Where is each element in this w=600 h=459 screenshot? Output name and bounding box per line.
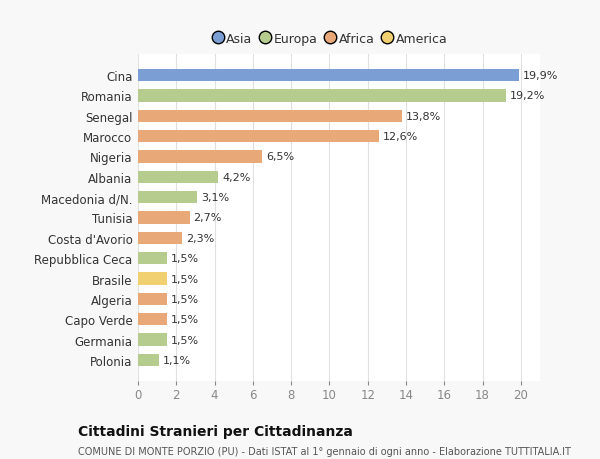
Bar [138,273,167,285]
Text: 19,2%: 19,2% [509,91,545,101]
Bar [138,334,167,346]
Bar [138,192,197,204]
Text: 4,2%: 4,2% [222,173,251,182]
Text: 1,5%: 1,5% [170,274,199,284]
Bar [138,212,190,224]
Text: 1,5%: 1,5% [170,314,199,325]
Text: 2,3%: 2,3% [186,233,214,243]
Bar [138,111,402,123]
Text: 1,5%: 1,5% [170,254,199,263]
Bar [138,232,182,244]
Bar [138,354,159,366]
Bar [138,313,167,325]
Text: 13,8%: 13,8% [406,112,441,122]
Text: 19,9%: 19,9% [523,71,558,81]
Text: 1,1%: 1,1% [163,355,191,365]
Bar [138,293,167,305]
Bar [138,171,218,184]
Bar [138,151,262,163]
Text: 1,5%: 1,5% [170,294,199,304]
Text: 1,5%: 1,5% [170,335,199,345]
Text: COMUNE DI MONTE PORZIO (PU) - Dati ISTAT al 1° gennaio di ogni anno - Elaborazio: COMUNE DI MONTE PORZIO (PU) - Dati ISTAT… [78,446,571,456]
Bar [138,252,167,265]
Legend: Asia, Europa, Africa, America: Asia, Europa, Africa, America [211,29,451,49]
Bar [138,70,519,82]
Text: 2,7%: 2,7% [194,213,222,223]
Bar [138,131,379,143]
Text: 12,6%: 12,6% [383,132,418,142]
Text: 3,1%: 3,1% [201,193,229,203]
Text: 6,5%: 6,5% [266,152,295,162]
Bar [138,90,506,102]
Text: Cittadini Stranieri per Cittadinanza: Cittadini Stranieri per Cittadinanza [78,425,353,438]
